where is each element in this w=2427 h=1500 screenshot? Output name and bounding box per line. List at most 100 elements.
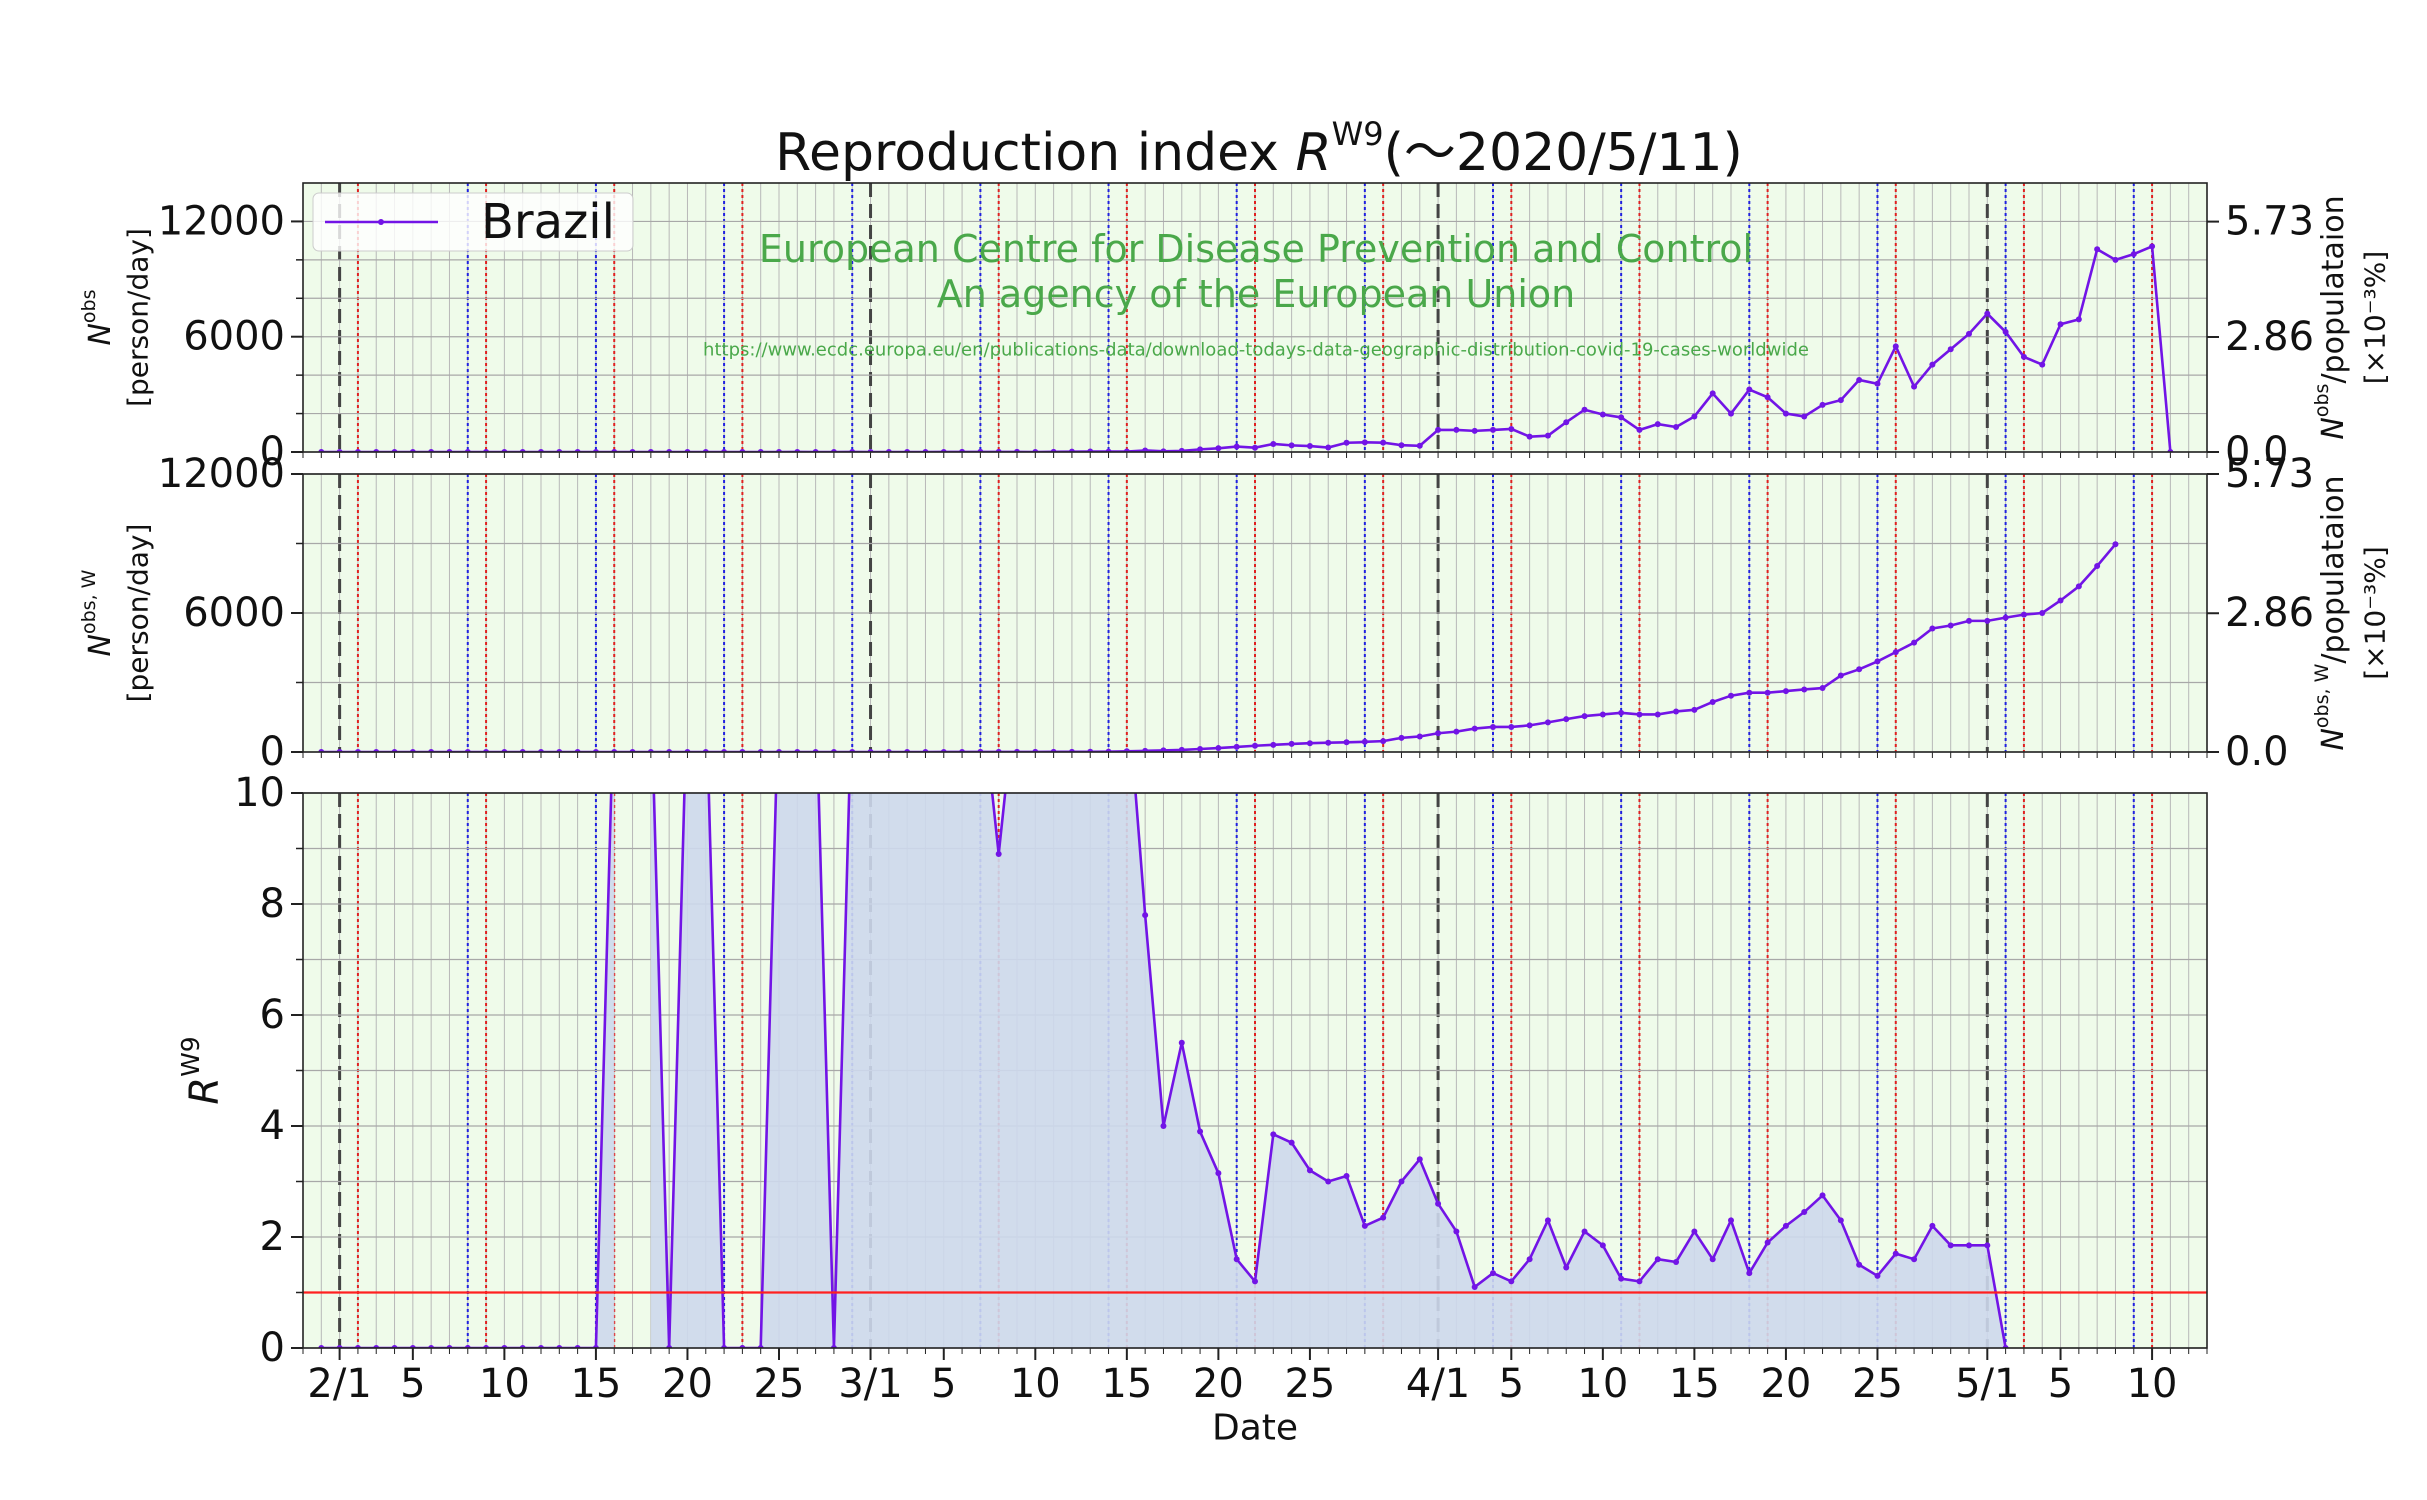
point bbox=[1380, 738, 1387, 745]
y2-axis-label: Nobs/populataion bbox=[2311, 195, 2351, 439]
x-tick-label: 10 bbox=[479, 1361, 530, 1407]
point bbox=[1306, 443, 1313, 450]
symbol: N bbox=[83, 634, 118, 656]
annotation: An agency of the European Union bbox=[937, 272, 1576, 316]
point bbox=[2075, 583, 2082, 590]
y2-tick-label: 0.0 bbox=[2225, 429, 2289, 475]
point bbox=[1526, 722, 1533, 729]
point bbox=[2020, 611, 2027, 618]
point bbox=[1453, 1228, 1460, 1235]
point bbox=[1544, 719, 1551, 726]
point bbox=[1343, 1172, 1350, 1179]
point bbox=[1563, 1264, 1570, 1271]
point bbox=[1178, 1039, 1185, 1046]
point bbox=[2130, 251, 2137, 258]
x-tick-label: 20 bbox=[662, 1361, 713, 1407]
point bbox=[1544, 432, 1551, 439]
point bbox=[1215, 445, 1222, 452]
superscript: obs, W bbox=[2311, 663, 2333, 728]
point bbox=[1782, 688, 1789, 695]
point bbox=[1471, 725, 1478, 732]
point bbox=[2002, 328, 2009, 335]
y-tick-label: 0 bbox=[260, 729, 285, 775]
y-axis-unit: [person/day] bbox=[122, 228, 155, 407]
annotation: https://www.ecdc.europa.eu/en/publicatio… bbox=[703, 340, 1809, 361]
point bbox=[1947, 622, 1954, 629]
y2-tick-label: 0.0 bbox=[2225, 729, 2289, 775]
point bbox=[1984, 310, 1991, 317]
point bbox=[2094, 562, 2101, 569]
point bbox=[1746, 1270, 1753, 1277]
point bbox=[1526, 433, 1533, 440]
x-tick-label: 5 bbox=[931, 1361, 956, 1407]
point bbox=[1544, 1217, 1551, 1224]
point bbox=[1270, 440, 1277, 447]
point bbox=[1892, 649, 1899, 656]
symbol: R bbox=[1296, 123, 1332, 183]
x-tick-label: 25 bbox=[754, 1361, 805, 1407]
y-axis-unit: [person/day] bbox=[122, 524, 155, 703]
point bbox=[1856, 376, 1863, 383]
point bbox=[2094, 246, 2101, 253]
point bbox=[1105, 448, 1112, 452]
point bbox=[1215, 1170, 1222, 1177]
point bbox=[1490, 426, 1496, 433]
point bbox=[1984, 617, 1991, 624]
symbol: N bbox=[2316, 417, 2351, 439]
point bbox=[1911, 639, 1918, 646]
point bbox=[1252, 742, 1258, 749]
y-tick-label: 0 bbox=[260, 1325, 285, 1371]
point bbox=[1911, 1256, 1918, 1263]
point bbox=[1911, 383, 1918, 390]
point bbox=[1892, 343, 1899, 350]
point bbox=[1581, 713, 1588, 720]
point bbox=[1343, 439, 1350, 446]
point bbox=[1746, 689, 1753, 696]
point bbox=[1764, 689, 1771, 696]
point bbox=[2020, 353, 2027, 360]
x-tick-label: 5/1 bbox=[1955, 1361, 2019, 1407]
plot-frame bbox=[302, 473, 2208, 753]
point bbox=[1728, 692, 1734, 699]
point bbox=[1142, 747, 1149, 752]
symbol: N bbox=[83, 323, 118, 345]
point bbox=[1142, 447, 1149, 452]
line bbox=[321, 244, 2172, 452]
point bbox=[1874, 658, 1881, 665]
point bbox=[1728, 1217, 1734, 1224]
point bbox=[2039, 610, 2046, 616]
point bbox=[1197, 745, 1204, 752]
point bbox=[1398, 1178, 1405, 1185]
point bbox=[1874, 380, 1881, 387]
point bbox=[1526, 1256, 1533, 1263]
point bbox=[1142, 912, 1149, 919]
point bbox=[1563, 716, 1570, 723]
point bbox=[1984, 1242, 1991, 1249]
point bbox=[1178, 447, 1185, 452]
point bbox=[1270, 741, 1277, 748]
point bbox=[1380, 439, 1387, 446]
symbol: R bbox=[182, 1077, 228, 1105]
point bbox=[1068, 448, 1075, 452]
x-tick-label: 5 bbox=[2048, 1361, 2073, 1407]
point bbox=[1361, 738, 1368, 745]
point bbox=[1508, 425, 1515, 432]
x-axis-label: Date bbox=[1212, 1408, 1298, 1449]
plot-frame bbox=[302, 182, 2208, 453]
point bbox=[1123, 748, 1130, 752]
point bbox=[1581, 1228, 1588, 1235]
legend-marker bbox=[378, 219, 384, 225]
point bbox=[1782, 1222, 1789, 1229]
x-tick-label: 10 bbox=[1577, 1361, 1628, 1407]
point bbox=[1288, 740, 1295, 747]
superscript: W9 bbox=[176, 1036, 205, 1077]
text: Reproduction index bbox=[775, 123, 1295, 183]
point bbox=[1654, 1256, 1661, 1263]
x-tick-label: 15 bbox=[1669, 1361, 1720, 1407]
point bbox=[1636, 426, 1643, 433]
point bbox=[1160, 747, 1167, 752]
y-tick-label: 6 bbox=[260, 992, 285, 1038]
point bbox=[1929, 361, 1936, 368]
point bbox=[1819, 685, 1826, 692]
point bbox=[1837, 1217, 1844, 1224]
